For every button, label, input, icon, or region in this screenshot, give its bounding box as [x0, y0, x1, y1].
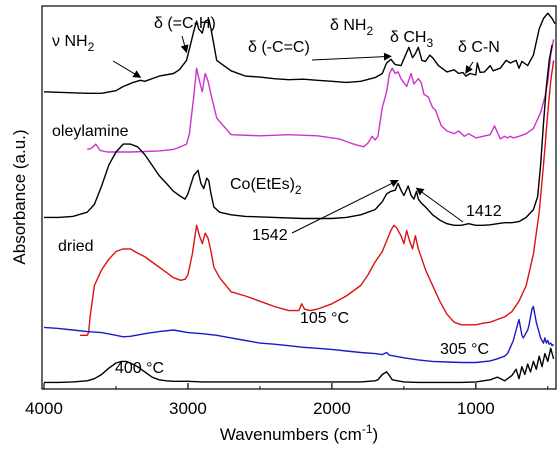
curve-label-400-c: 400 °C	[115, 360, 164, 377]
annotation-c-n: δ C-N	[458, 39, 500, 56]
annotations: ν NH2 δ (=C-H) δ (-C=C) δ NH2 δ CH3 δ C-N 1542…	[52, 15, 502, 244]
curve-label-dried: dried	[58, 238, 94, 255]
series-line-co-etes-2	[87, 39, 555, 153]
x-tick-label: 2000	[313, 399, 351, 418]
annotation-c-h: δ (=C-H)	[154, 15, 216, 32]
curve-label-105-c: 105 °C	[300, 310, 349, 327]
curve-labels: oleylamine Co(EtEs)2 dried 105 °C 305 °C 400 …	[52, 123, 489, 377]
annotation-ch3: δ CH3	[390, 29, 433, 50]
x-tick-label: 4000	[25, 399, 63, 418]
annotation-arrow	[112, 60, 142, 78]
annotation-arrow	[415, 187, 464, 223]
x-axis-label: Wavenumbers (cm-1)	[220, 422, 378, 444]
series-line-105-c	[80, 60, 555, 336]
annotation-1542: 1542	[252, 227, 288, 244]
curve-label-co-etes-2: Co(EtEs)2	[230, 176, 302, 197]
series-line-305-c	[43, 305, 555, 364]
x-tick-label: 3000	[169, 399, 207, 418]
annotation-nh2: δ NH2	[330, 17, 373, 38]
annotation-arrow	[465, 61, 474, 74]
plot-frame	[41, 5, 557, 390]
annotation-1412: 1412	[466, 203, 502, 220]
series-line-dried	[44, 44, 553, 227]
curve-label-oleylamine: oleylamine	[52, 123, 129, 140]
annotation-arrow	[180, 35, 189, 54]
annotation-nh2: ν NH2	[52, 33, 95, 54]
y-axis-label: Absorbance (a.u.)	[10, 129, 29, 264]
series-layer	[43, 12, 556, 384]
series-line-400-c	[44, 347, 555, 384]
annotation-arrow	[291, 179, 399, 234]
annotation-arrow	[311, 52, 392, 61]
curve-label-305-c: 305 °C	[440, 341, 489, 358]
annotation-c-c: δ (-C=C)	[248, 39, 310, 56]
x-axis-ticks: 4000 3000 2000 1000	[25, 383, 549, 418]
x-tick-label: 1000	[457, 399, 495, 418]
